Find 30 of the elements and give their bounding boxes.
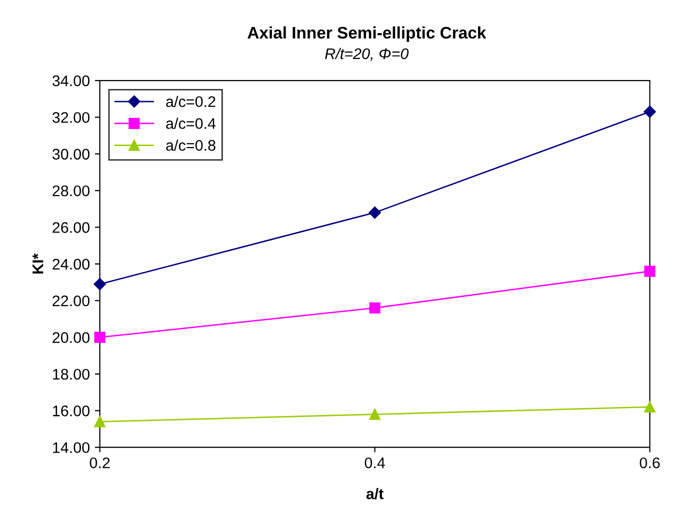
legend-label: a/c=0.4 — [166, 118, 216, 129]
y-tick-label: 32.00 — [52, 112, 90, 123]
y-tick-label: 14.00 — [53, 442, 90, 454]
x-axis-title: a/t — [366, 488, 384, 500]
point — [644, 266, 656, 277]
y-tick-label: 22.00 — [52, 295, 90, 306]
point — [644, 401, 656, 413]
y-axis-title: KI* — [32, 253, 44, 274]
point — [94, 278, 106, 290]
point — [644, 106, 656, 118]
y-tick-label: 30.00 — [52, 148, 90, 160]
point — [369, 302, 380, 314]
point — [369, 408, 380, 420]
y-tick-label: 24.00 — [52, 258, 90, 270]
y-tick-label: 16.00 — [53, 406, 90, 416]
x-tick-label: 0.6 — [640, 457, 660, 468]
point — [94, 416, 106, 428]
legend-label: a/c=0.8 — [166, 140, 216, 151]
y-tick-label: 18.00 — [53, 368, 90, 380]
chart-subtitle: R/t=20, Φ=0 — [325, 48, 409, 61]
y-tick-label: 34.00 — [52, 75, 90, 86]
x-tick-label: 0.2 — [90, 457, 110, 468]
y-tick-label: 26.00 — [52, 222, 90, 233]
y-tick-label: 28.00 — [52, 185, 90, 196]
point — [94, 332, 106, 343]
point — [368, 206, 381, 219]
x-tick-label: 0.4 — [364, 457, 385, 468]
chart-title: Axial Inner Semi-elliptic Crack — [248, 26, 486, 42]
legend-label: a/c=0.2 — [166, 96, 216, 108]
y-tick-label: 20.00 — [52, 332, 90, 343]
